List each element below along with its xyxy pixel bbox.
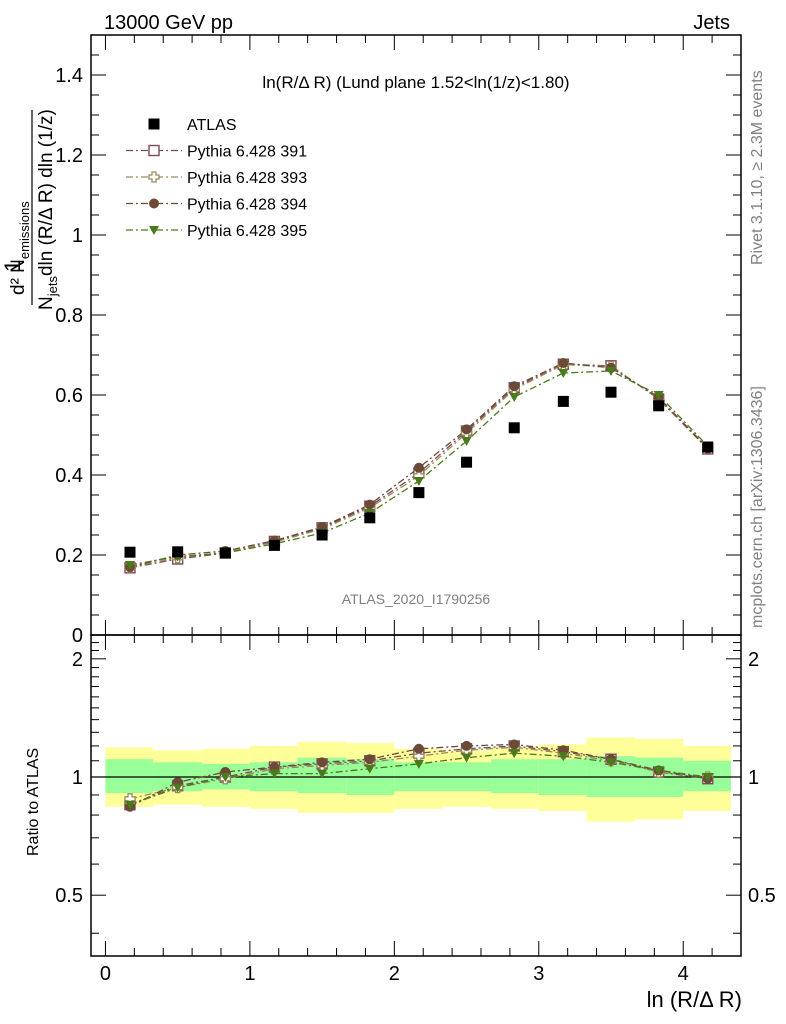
data-point-s0-9 <box>557 395 569 407</box>
ratio-y-tick-label-right: 1 <box>748 767 759 789</box>
main-y-tick-label: 0.6 <box>55 385 83 407</box>
main-y-tick-label: 0 <box>72 625 83 647</box>
x-tick-label: 2 <box>389 963 400 985</box>
data-point-s0-10 <box>605 386 617 398</box>
main-panel-axes: 0 0.2 0.4 0.6 0.8 1 1.2 1.4 0 1 2 3 4 <box>55 35 741 985</box>
ratio-point-s3-1 <box>172 783 183 793</box>
ratio-point-s3-2 <box>220 773 231 783</box>
ratio-point-s2-8 <box>509 739 520 750</box>
ratio-y-tick-label: 2 <box>72 649 83 671</box>
data-point-s4-9 <box>558 369 569 378</box>
data-point-s0-5 <box>364 512 376 524</box>
stat-uncertainty-band-8 <box>491 759 539 794</box>
legend-label-2: Pythia 6.428 393 <box>187 170 307 187</box>
data-point-s0-2 <box>219 547 231 559</box>
watermark: ATLAS_2020_I1790256 <box>342 591 491 607</box>
legend-label-0: ATLAS <box>187 117 237 134</box>
ratio-point-s3-10 <box>606 758 616 768</box>
data-point-s4-11 <box>653 391 664 400</box>
ratio-point-s3-0 <box>125 800 135 810</box>
data-point-s0-7 <box>461 456 473 468</box>
ratio-y-tick-label: 0.5 <box>55 885 83 907</box>
ratio-point-s3-8 <box>509 749 520 759</box>
main-y-tick-label: 0.2 <box>55 545 83 567</box>
legend-label-3: Pythia 6.428 394 <box>187 197 307 214</box>
data-point-s4-10 <box>606 367 616 376</box>
data-point-s0-0 <box>124 546 136 558</box>
x-axis-label: ln (R/Δ R) <box>647 987 742 1012</box>
data-point-s4-6 <box>413 477 424 486</box>
legend-marker-4 <box>149 226 159 235</box>
ratio-y-axis-label: Ratio to ATLAS <box>25 748 42 856</box>
svg-text:Njetsdln (R/Δ R) dln (1/z): Njetsdln (R/Δ R) dln (1/z) <box>36 109 60 310</box>
x-tick-label: 1 <box>244 963 255 985</box>
data-point-s4-7 <box>461 437 472 446</box>
header-left: 13000 GeV pp <box>104 12 233 34</box>
data-point-s0-1 <box>172 546 184 558</box>
rivet-label: Rivet 3.1.10, ≥ 2.3M events <box>749 70 766 265</box>
main-y-tick-label: 0.4 <box>55 465 83 487</box>
data-point-s0-4 <box>316 529 328 541</box>
main-y-tick-label: 1.2 <box>55 145 83 167</box>
data-point-s0-3 <box>268 539 280 551</box>
svg-text:d² Nemissions: d² Nemissions <box>8 201 32 295</box>
stat-uncertainty-band-0 <box>105 759 154 794</box>
legend: ATLAS Pythia 6.428 391 Pythia 6.428 393 Pyt… <box>126 117 307 240</box>
main-panel-markers <box>124 358 714 574</box>
ratio-y-tick-label: 1 <box>72 767 83 789</box>
ratio-point-s3-4 <box>317 769 328 779</box>
data-point-s0-8 <box>508 422 520 434</box>
svg-text:1: 1 <box>0 260 25 272</box>
main-y-tick-label: 0.8 <box>55 305 83 327</box>
data-point-s0-12 <box>702 441 714 453</box>
ratio-point-s2-6 <box>413 743 424 754</box>
ratio-point-s3-7 <box>461 753 472 763</box>
data-point-s3-9 <box>558 358 569 368</box>
legend-marker-0 <box>148 118 160 130</box>
data-point-s0-11 <box>653 400 665 412</box>
ratio-y-tick-label-right: 2 <box>748 649 759 671</box>
data-point-s3-6 <box>413 462 424 473</box>
legend-label-1: Pythia 6.428 391 <box>187 144 307 161</box>
data-point-s0-6 <box>413 487 425 499</box>
legend-marker-1 <box>148 144 160 157</box>
legend-marker-2 <box>148 171 160 183</box>
ratio-point-s3-3 <box>269 769 280 779</box>
main-panel-title: ln(R/Δ R) (Lund plane 1.52<ln(1/z)<1.80) <box>262 73 569 92</box>
ratio-panel-markers <box>124 739 714 812</box>
data-point-s4-0 <box>125 561 135 570</box>
ratio-panel-axes: 0.5 1 2 0.5 1 2 <box>55 642 776 934</box>
ratio-point-s3-5 <box>364 764 375 774</box>
x-tick-label: 0 <box>100 963 111 985</box>
ratio-panel-frame <box>90 634 742 957</box>
ratio-point-s3-11 <box>653 766 664 776</box>
ratio-y-tick-label-right: 0.5 <box>748 885 776 907</box>
data-point-s3-5 <box>364 499 375 510</box>
main-y-axis-label: 1 d² Nemissions Njetsdln (R/Δ R) dln (1/… <box>0 109 60 310</box>
data-point-s3-8 <box>509 381 520 392</box>
header-right: Jets <box>693 12 730 34</box>
ratio-point-s3-12 <box>702 773 713 783</box>
main-y-tick-label: 1.4 <box>55 65 83 87</box>
ratio-point-s3-6 <box>413 759 424 769</box>
main-y-tick-label: 1 <box>72 225 83 247</box>
ratio-point-s2-3 <box>269 762 280 773</box>
ratio-point-s2-5 <box>364 754 375 765</box>
ratio-point-s2-4 <box>317 757 328 768</box>
legend-label-4: Pythia 6.428 395 <box>187 223 307 240</box>
x-tick-label: 3 <box>533 963 544 985</box>
data-point-s3-7 <box>461 424 472 435</box>
mcplots-label: mcplots.cern.ch [arXiv:1306.3436] <box>749 386 766 628</box>
ratio-point-s2-7 <box>461 740 472 751</box>
data-point-s4-8 <box>509 393 520 402</box>
legend-marker-3 <box>149 198 159 209</box>
x-tick-label: 4 <box>678 963 689 985</box>
ratio-point-s3-9 <box>558 752 569 762</box>
